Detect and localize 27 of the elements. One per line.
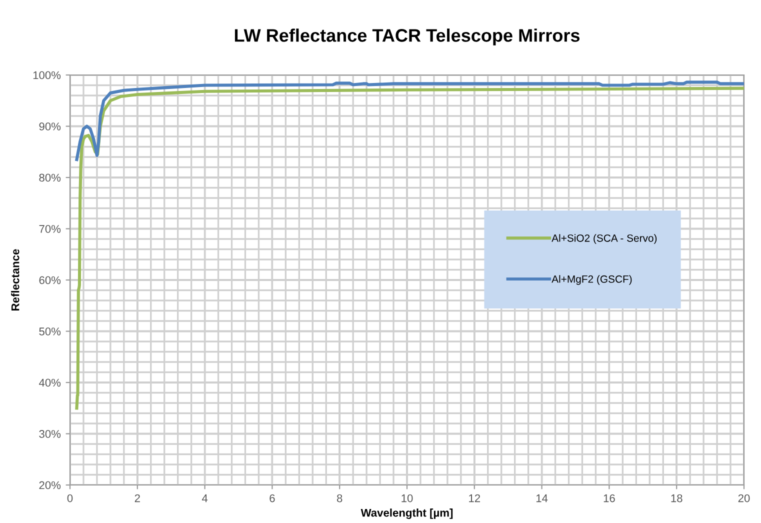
y-tick-label: 60%: [39, 276, 61, 284]
y-axis-title: Reflectance: [11, 249, 20, 310]
chart-title: LW Reflectance TACR Telescope Mirrors: [234, 28, 580, 46]
x-tick-label: 2: [134, 494, 140, 502]
x-tick-label: 8: [336, 494, 342, 502]
y-tick-label: 20%: [39, 481, 61, 490]
legend-label: Al+MgF2 (GSCF): [552, 275, 632, 285]
y-tick-label: 30%: [39, 430, 61, 438]
x-axis-title: Wavelengtht [µm]: [360, 508, 453, 519]
x-tick-label: 18: [671, 494, 682, 502]
x-tick-label: 14: [536, 494, 548, 502]
x-tick-label: 6: [270, 494, 275, 502]
y-tick-label: 50%: [39, 328, 61, 336]
y-tick-label: 100%: [33, 71, 61, 80]
y-tick-label: 90%: [39, 122, 61, 130]
line-series: [75, 80, 744, 162]
y-tick-label: 40%: [38, 378, 61, 387]
y-tick-label: 80%: [39, 174, 61, 182]
y-tick-label: 70%: [39, 225, 61, 233]
x-tick-label: 20: [738, 494, 750, 502]
x-tick-label: 0: [67, 494, 73, 502]
legend-label: Al+SiO2 (SCA - Servo): [552, 234, 657, 244]
x-tick-label: 12: [469, 494, 480, 502]
x-tick-label: 4: [202, 494, 208, 502]
x-tick-label: 16: [604, 494, 615, 502]
x-tick-label: 10: [402, 494, 413, 502]
line-series: [75, 86, 744, 410]
